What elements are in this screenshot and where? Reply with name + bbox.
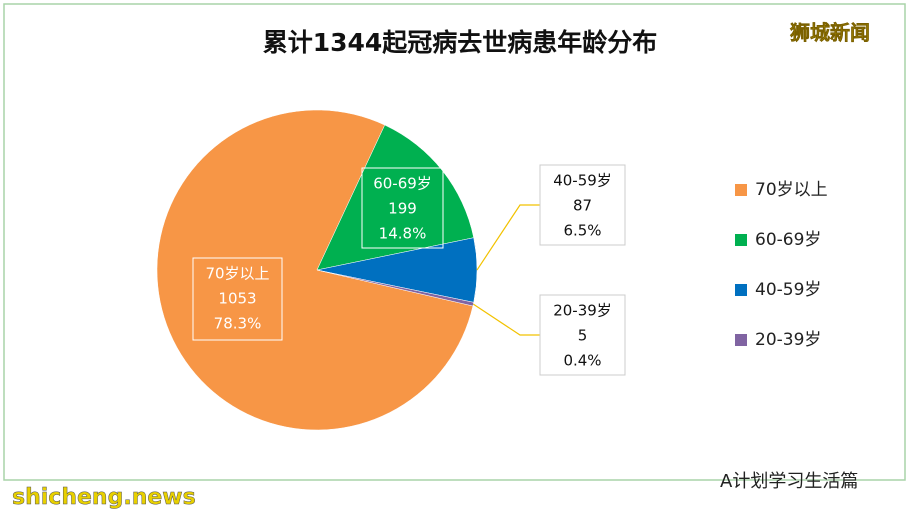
legend-swatch [735,334,747,346]
data-label-category: 40-59岁 [553,172,612,190]
watermark: A计划学习生活篇 [720,471,858,492]
legend-swatch [735,284,747,296]
leader-line [472,303,540,336]
data-label-category: 70岁以上 [205,265,269,283]
data-label-value: 1053 [218,290,256,308]
legend-swatch [735,234,747,246]
data-label-percent: 14.8% [379,225,427,243]
label-box [539,164,626,246]
data-label-percent: 78.3% [214,315,262,333]
label-box [539,294,626,376]
data-label-percent: 6.5% [563,222,601,240]
legend-swatch [735,184,747,196]
pie-slice [156,109,474,431]
label-box [192,257,283,341]
data-label-value: 199 [388,200,417,218]
label-box [361,167,444,249]
chart-title: 累计1344起冠病去世病患年龄分布 [263,28,658,57]
watermark: shicheng.news [12,485,196,510]
data-label-category: 60-69岁 [373,175,432,193]
data-label-category: 20-39岁 [553,302,612,320]
legend-label: 40-59岁 [755,280,821,300]
leader-line [476,204,540,271]
legend-label: 60-69岁 [755,230,821,250]
data-label-percent: 0.4% [563,352,601,370]
watermark: 狮城新闻 [790,21,870,45]
data-label-value: 87 [573,197,592,215]
data-label-value: 5 [578,327,588,345]
legend-label: 20-39岁 [755,330,821,350]
legend-label: 70岁以上 [755,180,828,200]
